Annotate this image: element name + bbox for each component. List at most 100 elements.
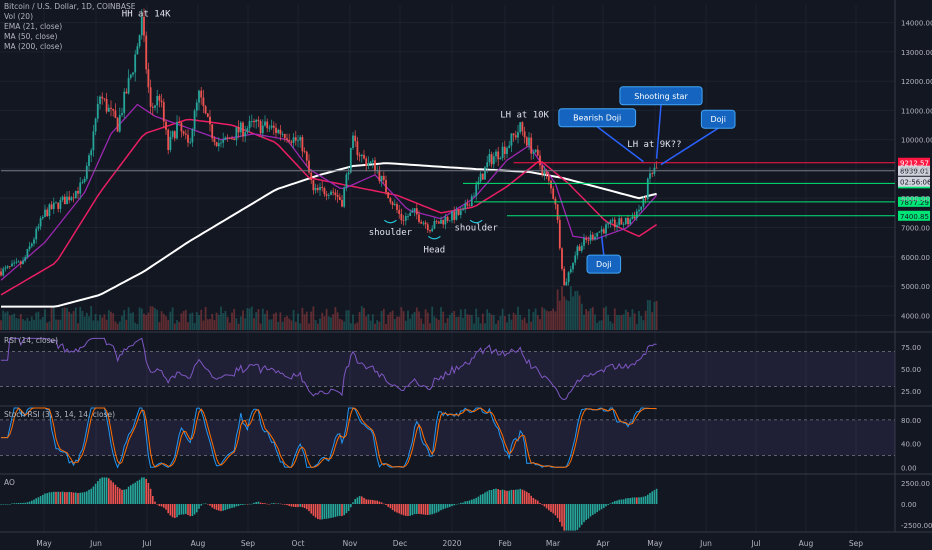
volume-bar — [338, 318, 341, 330]
candle-body — [299, 137, 302, 141]
candle-body — [74, 190, 77, 199]
volume-bar — [435, 318, 438, 330]
candle-body — [468, 205, 471, 207]
volume-bar — [68, 311, 71, 330]
symbol-title[interactable]: Bitcoin / U.S. Dollar, 1D, COINBASE — [4, 2, 136, 11]
ao-bar — [394, 504, 396, 512]
candle-body — [61, 196, 64, 200]
ao-bar — [240, 504, 242, 505]
ao-bar — [295, 504, 297, 508]
ao-bar — [429, 504, 431, 515]
ao-bar — [321, 504, 323, 520]
volume-bar — [343, 321, 346, 330]
candle-body — [396, 204, 398, 210]
ao-bar — [119, 488, 121, 504]
volume-bar — [620, 315, 623, 330]
candle-body — [160, 100, 163, 103]
ao-bar — [655, 488, 658, 504]
volume-bar — [231, 312, 233, 330]
volume-bar — [314, 320, 317, 330]
ao-bar — [378, 501, 381, 504]
candle-body — [250, 120, 253, 122]
ao-bar — [594, 504, 596, 514]
indicator-vol[interactable]: Vol (20) — [4, 12, 34, 21]
volume-bar — [433, 316, 436, 330]
indicator-ma50[interactable]: MA (50, close) — [4, 32, 58, 41]
indicator-ma200[interactable]: MA (200, close) — [4, 42, 63, 51]
ao-bar — [134, 482, 136, 504]
volume-bar — [378, 321, 381, 330]
candle-body — [4, 267, 7, 269]
ao-bar — [460, 502, 462, 504]
candle-body — [290, 141, 293, 143]
price-axis[interactable]: 14000.00 13000.00 12000.00 11000.00 10000.00… — [901, 20, 932, 321]
ao-bar — [596, 504, 598, 513]
candle-body — [193, 110, 196, 130]
ao-bar — [33, 499, 35, 504]
candle-body — [178, 122, 181, 123]
candle-body — [68, 196, 71, 201]
candle-body — [48, 204, 51, 217]
volume-bar — [292, 309, 295, 330]
candle-body — [233, 138, 236, 141]
price-tick: 4000.00 — [901, 312, 930, 320]
volume-bar — [600, 320, 603, 330]
candle-body — [341, 199, 343, 207]
candle-body — [565, 281, 568, 286]
candle-body — [30, 243, 33, 247]
ao-bar — [603, 504, 605, 508]
ao-bar — [385, 504, 387, 506]
volume-bar — [345, 310, 348, 330]
volume-bar — [367, 314, 370, 330]
volume-bar — [270, 319, 273, 330]
volume-bar — [499, 315, 502, 330]
ao-bar — [457, 503, 460, 505]
candle-body — [629, 219, 632, 225]
ao-bar — [402, 504, 405, 516]
volume-bar — [127, 307, 130, 330]
candle-body — [55, 202, 57, 204]
time-axis[interactable]: May Jun Jul Aug Sep Oct Nov Dec 2020 Feb Mar Apr May… — [36, 539, 863, 548]
time-tick: Nov — [343, 539, 358, 548]
volume-bar — [2, 310, 5, 330]
volume-bar — [149, 306, 152, 330]
candle-body — [651, 173, 654, 175]
candle-body — [561, 248, 563, 269]
volume-bar — [360, 306, 363, 330]
candle-body — [182, 131, 185, 134]
volume-bar — [107, 310, 110, 330]
volume-bar — [495, 323, 497, 330]
ao-bar — [552, 504, 554, 514]
level-price-tag — [898, 157, 930, 168]
volume-bar — [574, 291, 577, 330]
rsi-label[interactable]: RSI (14, close) — [4, 336, 59, 345]
ao-bar — [314, 504, 317, 518]
horizontal-levels[interactable]: 9212.578939.018508.457877.297400.8502:56… — [1, 157, 932, 221]
ao-bar — [413, 504, 416, 515]
ao-bar — [618, 499, 620, 504]
callout-box — [700, 109, 736, 129]
indicator-ema[interactable]: EMA (21, close) — [4, 22, 63, 31]
candle-body — [501, 146, 504, 158]
volume-bar — [235, 318, 238, 330]
ao-bar — [101, 477, 103, 504]
ao-bar — [103, 477, 106, 504]
volume-bar — [50, 307, 53, 330]
ao-bar — [50, 492, 53, 504]
candle-body — [613, 219, 616, 227]
volume-bar — [464, 309, 467, 330]
volume-bar — [393, 319, 396, 330]
volume-bar — [407, 310, 409, 330]
candle-body — [2, 268, 5, 276]
candle-body — [288, 139, 291, 142]
stoch-rsi-label[interactable]: Stoch RSI (3, 3, 14, 14, close) — [4, 410, 115, 419]
ao-bar — [226, 504, 229, 510]
candle-body — [224, 137, 227, 140]
price-tick: 11000.00 — [901, 107, 932, 115]
ao-label[interactable]: AO — [4, 478, 15, 487]
volume-bar — [39, 319, 42, 330]
candle-body — [13, 262, 16, 264]
volume-bar — [605, 306, 607, 330]
time-tick: May — [647, 539, 663, 548]
